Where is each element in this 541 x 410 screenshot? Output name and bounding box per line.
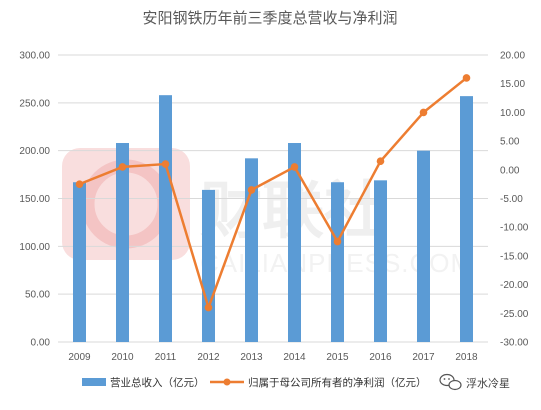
legend: 营业总收入（亿元） 归属于母公司所有者的净利润（亿元） (82, 376, 427, 389)
y-right-tick-label: 10.00 (500, 108, 525, 119)
line-point (75, 180, 84, 188)
line-point (419, 108, 428, 117)
series-line (79, 76, 468, 309)
source-badge-bg (432, 370, 537, 394)
y-left-tick-label: 300.00 (19, 51, 50, 62)
source-badge-label: 浮水冷星 (466, 377, 510, 390)
line-point (290, 163, 299, 171)
bar (73, 182, 86, 342)
bar (417, 150, 430, 342)
x-tick-label: 2010 (111, 352, 134, 363)
y-right-tick-label: -20.00 (500, 280, 529, 291)
x-tick-label: 2013 (240, 352, 263, 363)
y-right-tick-label: 0.00 (500, 165, 520, 176)
x-tick-label: 2014 (283, 352, 306, 363)
line-point (462, 74, 471, 82)
y-right-tick-label: 15.00 (500, 79, 525, 90)
y-right-tick-label: -15.00 (500, 251, 529, 262)
wechat-icon (439, 373, 462, 391)
x-tick-label: 2012 (197, 352, 220, 363)
bar (245, 158, 258, 342)
y-axis-right: -30.00 -25.00 -20.00 -15.00 -10.00 -5.00 0.00 5… (500, 51, 529, 349)
line-point (333, 237, 342, 246)
y-right-tick-label: -5.00 (500, 194, 523, 205)
bar (374, 180, 387, 342)
chart-title: 安阳钢铁历年前三季度总营收与净利润 (142, 9, 397, 27)
y-right-tick-label: -30.00 (500, 338, 529, 349)
x-tick-label: 2017 (412, 352, 435, 363)
y-axis-left: 0.00 50.00 100.00 150.00 200.00 250.00 300.00 (19, 51, 50, 349)
y-left-tick-label: 250.00 (19, 98, 50, 109)
y-right-tick-label: -25.00 (500, 309, 529, 320)
y-right-tick-label: -10.00 (500, 223, 529, 234)
legend-line-marker (223, 378, 231, 386)
y-left-tick-label: 0.00 (31, 338, 51, 349)
line-point (376, 157, 385, 165)
y-left-tick-label: 200.00 (19, 146, 50, 157)
bar (202, 189, 215, 342)
y-left-tick-label: 150.00 (19, 194, 50, 205)
bar (460, 96, 473, 343)
legend-bar-swatch (82, 378, 106, 386)
y-right-tick-label: 20.00 (500, 51, 525, 62)
bar (159, 95, 172, 343)
y-left-tick-label: 100.00 (19, 242, 50, 253)
bar (331, 182, 344, 342)
x-axis: 2009 2010 2011 2012 2013 2014 2015 2016 2017 2018 (68, 352, 478, 363)
line-point (204, 303, 213, 312)
source-badge: 浮水冷星 (432, 370, 537, 394)
x-tick-label: 2016 (369, 352, 392, 363)
bar (288, 143, 301, 342)
y-left-tick-label: 50.00 (25, 290, 50, 301)
bar (116, 143, 129, 342)
x-tick-label: 2011 (155, 352, 177, 363)
x-tick-label: 2018 (455, 352, 478, 363)
x-tick-label: 2015 (326, 352, 349, 363)
line-point (161, 160, 170, 168)
line-point (247, 186, 256, 194)
line-series (75, 74, 471, 312)
grid (58, 54, 488, 343)
line-point (118, 163, 127, 171)
legend-line-label: 归属于母公司所有者的净利润（亿元） (248, 376, 427, 389)
legend-bar-label: 营业总收入（亿元） (110, 376, 205, 389)
y-right-tick-label: 5.00 (500, 137, 520, 148)
bar-series (73, 95, 473, 343)
x-tick-label: 2009 (68, 352, 91, 363)
